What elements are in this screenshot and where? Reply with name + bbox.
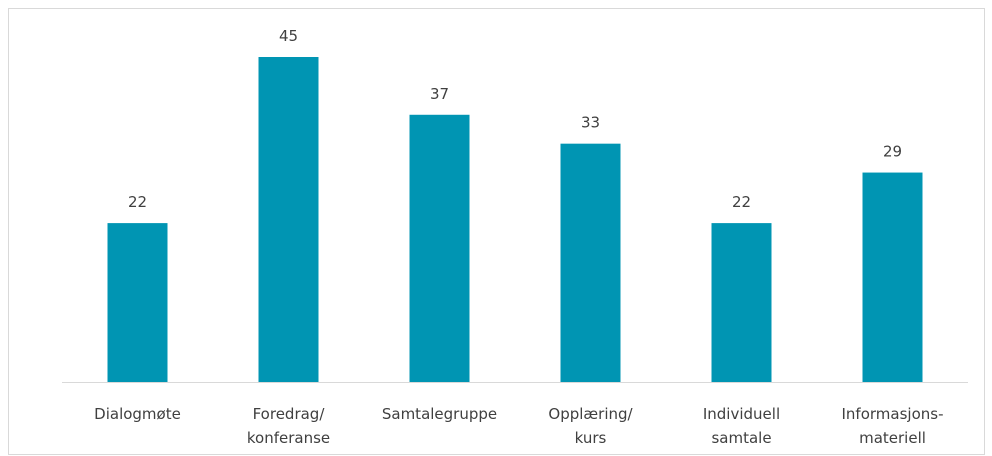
x-tick-label: Individuell samtale bbox=[703, 405, 780, 447]
bar bbox=[409, 114, 470, 383]
x-tick-label: Opplæring/kurs bbox=[548, 405, 633, 447]
bar bbox=[560, 143, 621, 382]
bar bbox=[711, 223, 772, 382]
data-label: 29 bbox=[883, 143, 902, 161]
data-label: 22 bbox=[732, 193, 751, 211]
data-label: 37 bbox=[430, 85, 449, 103]
data-label: 33 bbox=[581, 114, 600, 132]
x-tick-label: Dialogmøte bbox=[94, 405, 181, 423]
x-tick-label: Informasjons-materiell bbox=[842, 405, 944, 447]
label-line: materiell bbox=[859, 429, 926, 447]
label-line: Foredrag/ bbox=[253, 405, 326, 423]
x-tick-label: Samtalegruppe bbox=[382, 405, 497, 423]
x-tick-label: Foredrag/konferanse bbox=[247, 405, 330, 447]
data-label: 22 bbox=[128, 193, 147, 211]
label-line: konferanse bbox=[247, 429, 330, 447]
label-line: Informasjons- bbox=[842, 405, 944, 423]
data-label: 45 bbox=[279, 27, 298, 45]
label-line: Opplæring/ bbox=[548, 405, 633, 423]
label-line: kurs bbox=[575, 429, 607, 447]
bar bbox=[107, 223, 168, 382]
bar bbox=[862, 172, 923, 382]
label-line: Dialogmøte bbox=[94, 405, 181, 423]
label-line: Samtalegruppe bbox=[382, 405, 497, 423]
bar bbox=[258, 57, 319, 382]
label-line: samtale bbox=[711, 429, 771, 447]
chart-frame bbox=[8, 8, 985, 455]
label-line: Individuell bbox=[703, 405, 780, 423]
